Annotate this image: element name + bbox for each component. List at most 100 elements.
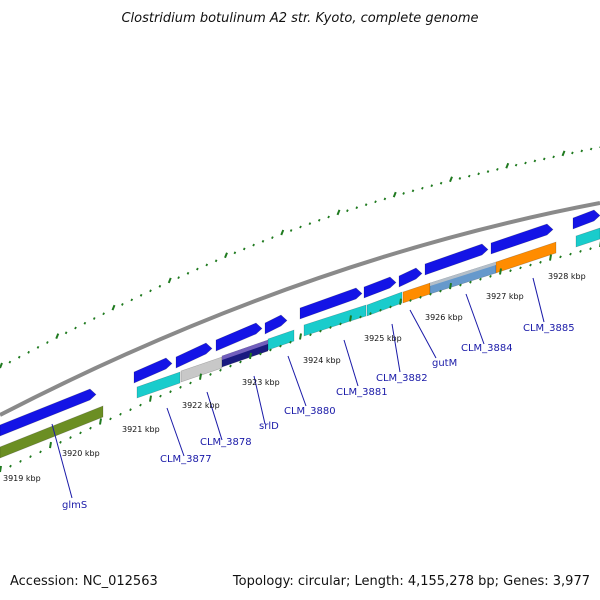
ruler-tick [149,395,152,402]
label-leader-line [166,407,185,457]
ruler-tick [99,418,102,425]
ruler-tick [196,267,199,271]
cds-category [303,304,367,337]
map-title: Clostridium botulinum A2 str. Kyoto, com… [121,11,478,26]
ruler-tick [261,239,265,243]
label-leader-line [287,355,307,407]
genome-summary-text: Topology: circular; Length: 4,155,278 bp… [232,574,590,589]
ruler-tick [74,326,77,330]
label-leader-line [51,423,73,499]
cds-category-highlight [222,340,268,360]
ruler-tick [239,360,242,364]
ruler-tick [419,295,422,299]
ruler-tick [29,455,32,459]
ruler-tick [308,222,312,226]
ruler-tick [9,464,12,468]
ruler-tick [421,186,424,190]
cds-category [267,329,295,351]
scale-label: 3919 kbp [3,474,41,483]
ruler-tick [389,305,392,309]
ruler-tick [159,394,162,398]
ruler-tick [479,277,482,281]
ruler-tick [486,170,490,173]
ruler-tick [411,189,415,193]
ruler-tick [233,251,237,255]
cds-forward [299,287,363,320]
outer-ruler [0,145,600,369]
scale-label: 3925 kbp [364,334,402,343]
ruler-tick [269,348,272,352]
ruler-tick [92,317,96,320]
ruler-tick [402,192,405,195]
gene-label-CLM_3880[interactable]: CLM_3880 [284,406,336,417]
ruler-tick [209,373,212,376]
ruler-tick [383,197,387,201]
gene-label-CLM_3884[interactable]: CLM_3884 [461,343,513,354]
ruler-tick [439,181,443,185]
ruler-tick [449,176,453,183]
ruler-tick [579,250,582,253]
ruler-tick [519,266,522,270]
ruler-tick [459,283,462,287]
genome-backbone [0,201,600,417]
ruler-tick [79,431,82,435]
gene-label-CLM_3885[interactable]: CLM_3885 [523,323,575,334]
cds-forward [0,388,97,437]
ruler-tick [317,218,321,222]
gene-label-CLM_3881[interactable]: CLM_3881 [336,387,388,398]
ruler-tick [449,282,452,290]
ruler-tick [489,274,492,278]
ruler-tick [467,174,471,178]
ruler-tick [580,149,584,153]
gene-label-CLM_3882[interactable]: CLM_3882 [376,373,428,384]
ruler-tick [224,252,228,259]
ruler-tick [499,268,502,275]
ruler-tick [339,322,342,326]
label-leader-line [206,391,223,441]
ruler-tick [252,243,255,247]
ruler-tick [149,289,152,293]
cds-forward [133,357,173,384]
ruler-tick [17,355,21,359]
gene-label-glmS[interactable]: glmS [62,500,87,511]
ruler-tick [496,167,499,171]
label-leader-line [391,323,401,373]
ruler-tick [249,352,252,360]
cds-forward [424,243,489,276]
cds-forward [363,276,397,299]
ruler-tick [69,436,72,439]
scale-label: 3924 kbp [303,356,341,365]
scale-label: 3928 kbp [548,272,586,281]
cds-forward [398,267,423,288]
ruler-tick [0,362,3,369]
ruler-tick [379,308,382,312]
cds-category [366,291,403,317]
gene-label-CLM_3878[interactable]: CLM_3878 [200,437,252,448]
ruler-tick [346,209,349,213]
ruler-tick [189,381,192,385]
ruler-tick [130,298,134,302]
ruler-tick [514,163,518,167]
cds-forward [215,322,263,352]
ruler-tick [229,364,232,368]
gene-label-srlD[interactable]: srlD [259,421,279,432]
ruler-tick [169,390,172,394]
cds-category-highlight [430,262,496,286]
cds-forward [175,342,213,369]
ruler-tick [349,315,352,322]
ruler-tick [205,263,209,267]
ruler-tick [552,155,555,159]
cds-category [575,227,600,248]
gene-label-gutM[interactable]: gutM [432,358,457,369]
gene-label-CLM_3877[interactable]: CLM_3877 [160,454,212,465]
ruler-tick [542,157,546,161]
cds-category [402,282,431,304]
ruler-tick [280,229,285,236]
ruler-tick [289,340,292,344]
ruler-tick [242,247,246,251]
ruler-tick [36,345,40,349]
ruler-tick [458,177,462,180]
ruler-tick [430,184,434,188]
ruler-tick [369,312,372,315]
cds-forward [264,314,288,335]
